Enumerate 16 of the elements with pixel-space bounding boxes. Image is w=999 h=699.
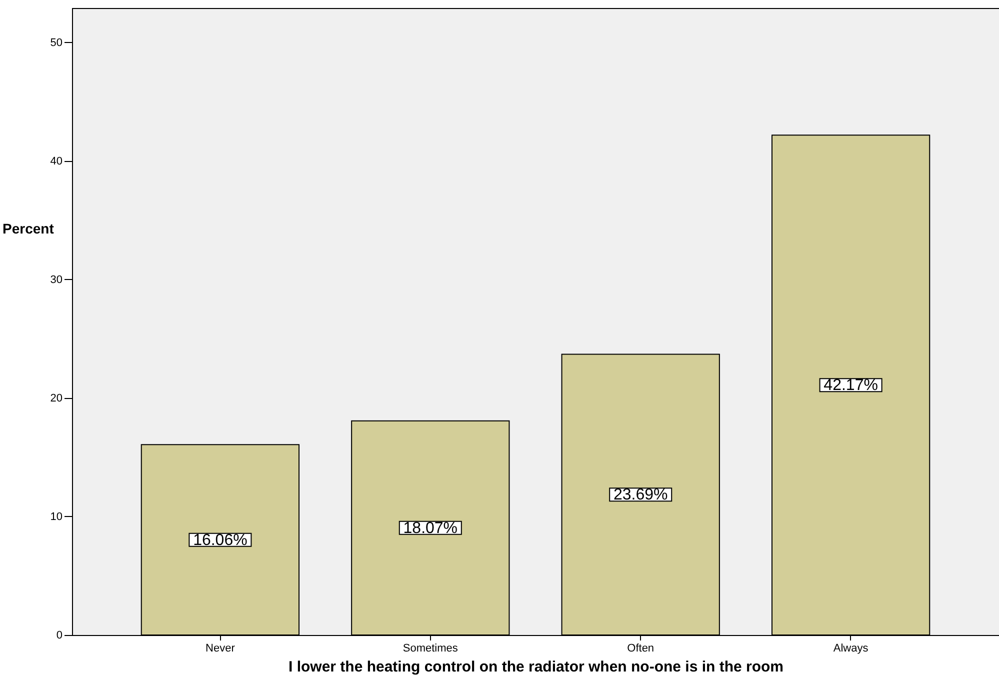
x-tick-label: Always <box>833 642 869 654</box>
x-tick-label: Never <box>206 642 236 654</box>
y-tick-label: 30 <box>50 274 62 286</box>
data-label: 42.17% <box>824 377 878 394</box>
data-label: 16.06% <box>193 532 248 549</box>
y-axis-title: Percent <box>2 220 54 236</box>
y-tick-label: 50 <box>50 36 62 49</box>
y-tick-label: 10 <box>50 510 62 523</box>
data-label: 23.69% <box>613 486 668 504</box>
x-tick-label: Often <box>627 642 654 654</box>
y-tick-label: 40 <box>50 155 62 168</box>
data-label: 18.07% <box>403 520 458 537</box>
x-tick-label: Sometimes <box>402 642 458 654</box>
y-tick-label: 0 <box>56 630 62 642</box>
y-tick-label: 20 <box>50 392 62 404</box>
x-axis-title: I lower the heating control on the radiator when no-one is in the room <box>288 658 784 676</box>
